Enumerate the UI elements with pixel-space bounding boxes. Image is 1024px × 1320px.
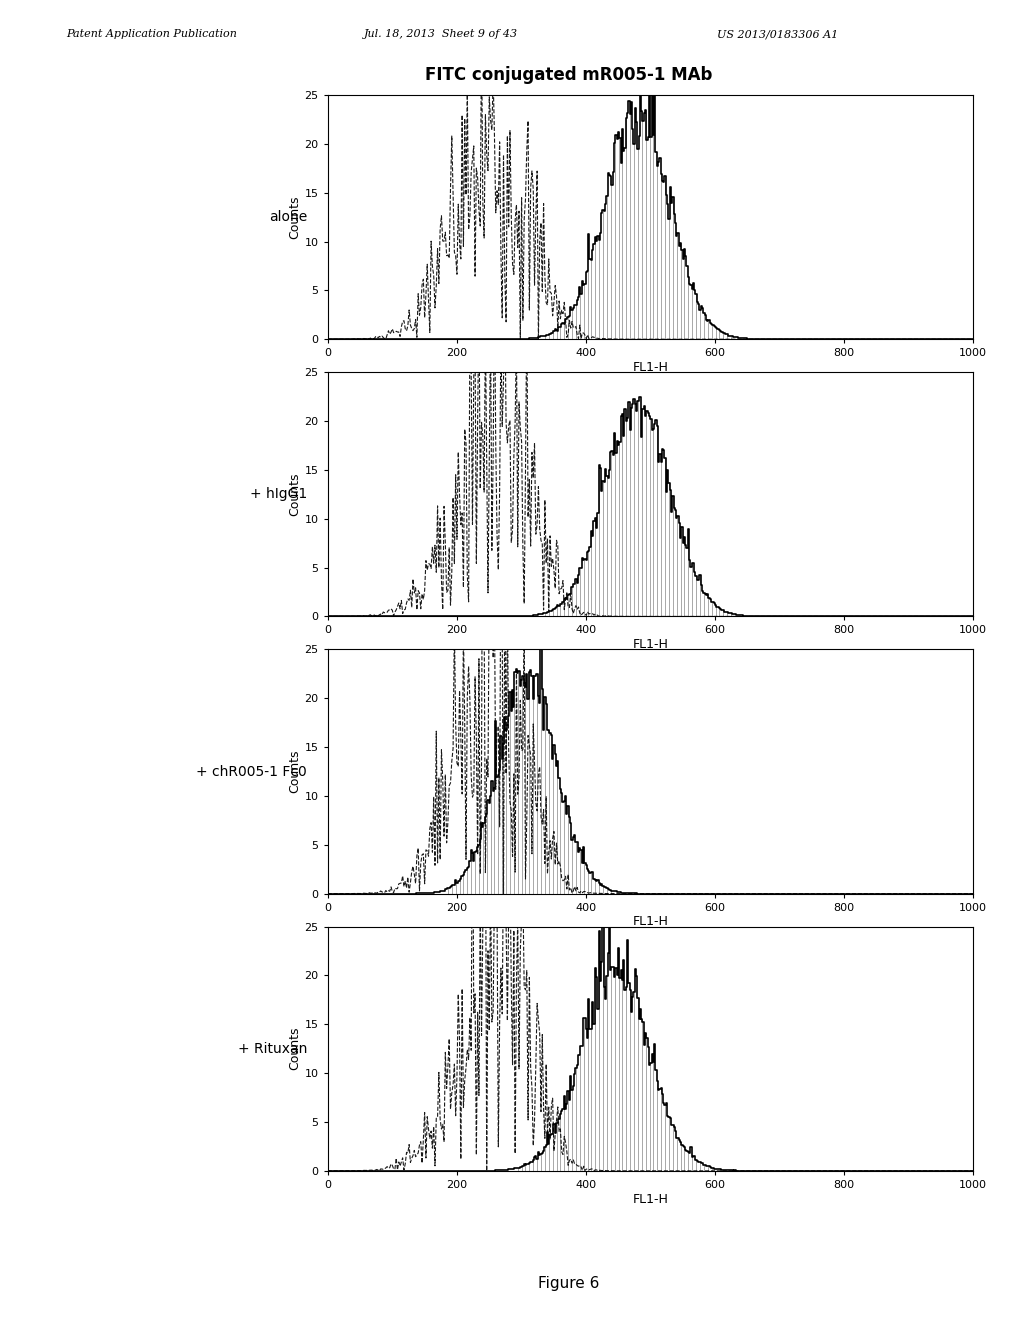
Text: Patent Application Publication: Patent Application Publication <box>67 29 238 40</box>
X-axis label: FL1-H: FL1-H <box>632 362 669 374</box>
Y-axis label: Counts: Counts <box>289 473 302 516</box>
Text: US 2013/0183306 A1: US 2013/0183306 A1 <box>717 29 838 40</box>
X-axis label: FL1-H: FL1-H <box>632 916 669 928</box>
Y-axis label: Counts: Counts <box>289 750 302 793</box>
Text: Figure 6: Figure 6 <box>538 1276 599 1291</box>
X-axis label: FL1-H: FL1-H <box>632 1193 669 1205</box>
X-axis label: FL1-H: FL1-H <box>632 639 669 651</box>
Text: + hIgG1: + hIgG1 <box>250 487 307 502</box>
Text: + Rituxan: + Rituxan <box>238 1041 307 1056</box>
Y-axis label: Counts: Counts <box>289 195 302 239</box>
Text: Jul. 18, 2013  Sheet 9 of 43: Jul. 18, 2013 Sheet 9 of 43 <box>364 29 518 40</box>
Text: alone: alone <box>269 210 307 224</box>
Text: FITC conjugated mR005-1 MAb: FITC conjugated mR005-1 MAb <box>425 66 712 84</box>
Text: + chR005-1 Fc0: + chR005-1 Fc0 <box>197 764 307 779</box>
Y-axis label: Counts: Counts <box>289 1027 302 1071</box>
